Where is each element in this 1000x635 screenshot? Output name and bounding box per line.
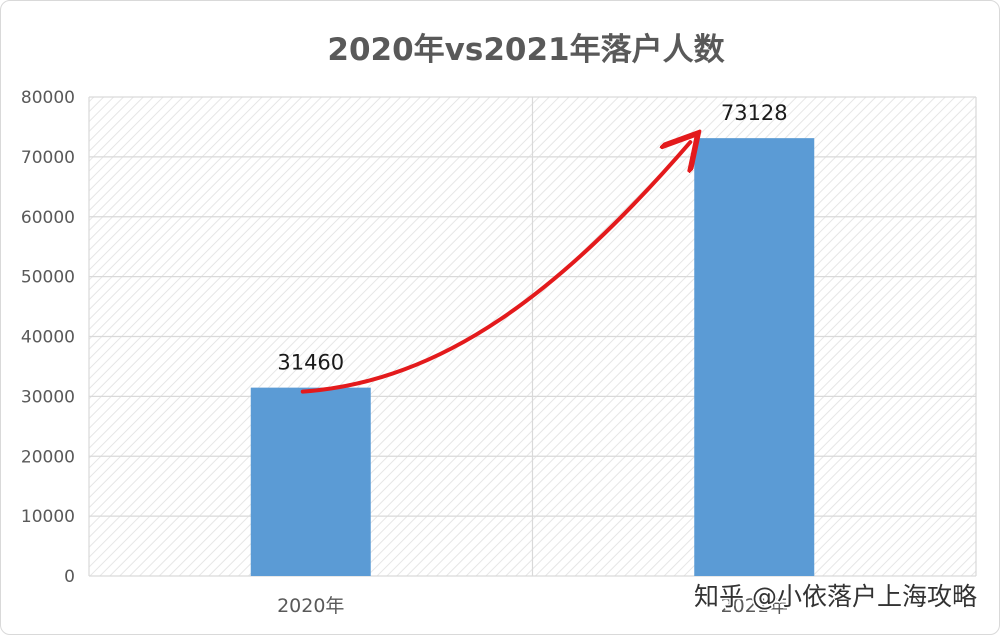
data-label: 31460: [277, 351, 344, 375]
gridlines: [88, 96, 977, 577]
bar: [694, 138, 815, 576]
x-tick-label: 2021年: [721, 595, 788, 617]
y-tick-label: 40000: [21, 328, 75, 348]
trend-arrow: [300, 142, 691, 394]
y-tick-label: 70000: [21, 148, 75, 168]
y-axis: 0 10000 20000 30000 40000 50000 60000 70000 8000…: [21, 88, 75, 587]
y-tick-label: 30000: [21, 387, 75, 407]
y-tick-label: 60000: [21, 208, 75, 228]
watermark-text: 知乎 @小依落户上海攻略: [694, 582, 977, 611]
data-label: 73128: [721, 101, 788, 125]
x-axis: 2020年 2021年: [277, 595, 788, 617]
data-labels: 31460 73128: [277, 101, 787, 374]
watermark-text-outline: 知乎 @小依落户上海攻略: [694, 582, 977, 611]
y-tick-label: 80000: [21, 88, 75, 108]
y-tick-label: 10000: [21, 507, 75, 527]
bars: [250, 138, 815, 576]
y-tick-label: 20000: [21, 447, 75, 467]
y-tick-label: 50000: [21, 268, 75, 288]
x-tick-label: 2020年: [277, 595, 344, 617]
chart-title: 2020年vs2021年落户人数: [327, 32, 724, 68]
bar: [250, 387, 371, 576]
y-tick-label: 0: [64, 567, 75, 587]
watermark: 知乎 @小依落户上海攻略 知乎 @小依落户上海攻略: [693, 581, 979, 613]
